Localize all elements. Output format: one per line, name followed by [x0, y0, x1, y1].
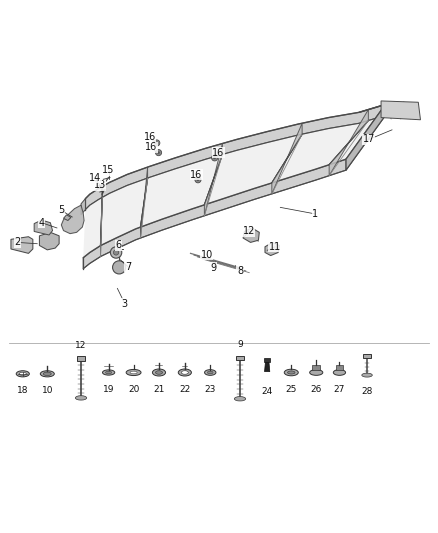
- Bar: [336, 366, 343, 370]
- Polygon shape: [272, 123, 302, 194]
- Ellipse shape: [155, 371, 162, 374]
- Circle shape: [113, 250, 119, 255]
- Polygon shape: [346, 104, 385, 170]
- Ellipse shape: [310, 370, 323, 375]
- Ellipse shape: [19, 372, 26, 375]
- Polygon shape: [329, 110, 368, 176]
- Ellipse shape: [181, 371, 188, 374]
- Circle shape: [154, 140, 160, 146]
- Bar: [236, 356, 244, 360]
- Polygon shape: [85, 104, 385, 209]
- Text: 16: 16: [190, 169, 202, 180]
- Polygon shape: [100, 187, 102, 256]
- Text: 19: 19: [103, 385, 114, 394]
- Ellipse shape: [130, 371, 137, 374]
- Text: 10: 10: [201, 249, 213, 260]
- Text: 24: 24: [261, 387, 273, 397]
- Ellipse shape: [106, 371, 112, 374]
- Circle shape: [155, 142, 158, 144]
- Circle shape: [155, 150, 162, 156]
- Circle shape: [197, 179, 199, 181]
- Text: 2: 2: [14, 237, 21, 247]
- Ellipse shape: [333, 370, 346, 375]
- Bar: [363, 354, 371, 359]
- Text: 14: 14: [89, 173, 102, 183]
- Polygon shape: [205, 143, 223, 216]
- Ellipse shape: [16, 371, 29, 377]
- Ellipse shape: [152, 369, 166, 376]
- Text: 12: 12: [75, 341, 87, 350]
- Polygon shape: [61, 205, 84, 233]
- Text: 27: 27: [334, 385, 345, 394]
- Polygon shape: [141, 167, 148, 238]
- Text: 9: 9: [211, 263, 217, 273]
- Polygon shape: [83, 115, 385, 258]
- Text: 11: 11: [269, 242, 281, 252]
- Text: 20: 20: [128, 385, 139, 394]
- Text: 15: 15: [102, 165, 115, 175]
- Polygon shape: [83, 159, 346, 269]
- Bar: [77, 356, 85, 361]
- Polygon shape: [81, 199, 85, 215]
- Bar: [264, 358, 270, 362]
- Circle shape: [212, 155, 218, 161]
- Text: 3: 3: [122, 298, 128, 309]
- Text: 4: 4: [39, 217, 45, 228]
- Text: 22: 22: [179, 385, 191, 394]
- Ellipse shape: [40, 371, 54, 377]
- Polygon shape: [265, 243, 279, 255]
- Ellipse shape: [75, 395, 87, 400]
- Bar: [312, 365, 320, 370]
- Ellipse shape: [205, 370, 216, 375]
- Ellipse shape: [234, 397, 246, 401]
- Polygon shape: [39, 232, 59, 250]
- Text: 23: 23: [205, 385, 216, 394]
- Ellipse shape: [126, 369, 141, 376]
- Circle shape: [213, 157, 216, 159]
- Polygon shape: [265, 362, 270, 372]
- Circle shape: [113, 261, 126, 274]
- Text: 1: 1: [312, 209, 318, 219]
- Ellipse shape: [207, 371, 213, 374]
- Text: 7: 7: [125, 262, 131, 271]
- Ellipse shape: [284, 369, 298, 376]
- Text: 21: 21: [153, 385, 165, 394]
- Circle shape: [110, 247, 122, 258]
- Circle shape: [157, 151, 160, 154]
- Polygon shape: [243, 228, 259, 243]
- Text: 12: 12: [243, 227, 255, 237]
- Ellipse shape: [43, 372, 51, 376]
- Text: 16: 16: [212, 148, 224, 158]
- Ellipse shape: [102, 370, 115, 375]
- Text: 25: 25: [286, 385, 297, 394]
- Text: 17: 17: [363, 134, 375, 144]
- Text: 16: 16: [145, 142, 157, 152]
- Text: 6: 6: [115, 240, 121, 251]
- Text: 10: 10: [42, 386, 53, 395]
- Text: 5: 5: [58, 205, 64, 215]
- Text: 13: 13: [94, 181, 106, 190]
- Polygon shape: [34, 220, 53, 235]
- Ellipse shape: [287, 371, 295, 374]
- Text: 18: 18: [17, 386, 28, 395]
- Text: 28: 28: [361, 387, 373, 397]
- Text: 16: 16: [144, 132, 156, 142]
- Text: 8: 8: [237, 266, 243, 276]
- Polygon shape: [11, 237, 33, 253]
- Polygon shape: [381, 101, 420, 120]
- Circle shape: [195, 177, 201, 183]
- Ellipse shape: [178, 369, 191, 376]
- Ellipse shape: [362, 373, 372, 377]
- Polygon shape: [64, 215, 71, 221]
- Text: 26: 26: [311, 385, 322, 394]
- Text: 9: 9: [237, 340, 243, 349]
